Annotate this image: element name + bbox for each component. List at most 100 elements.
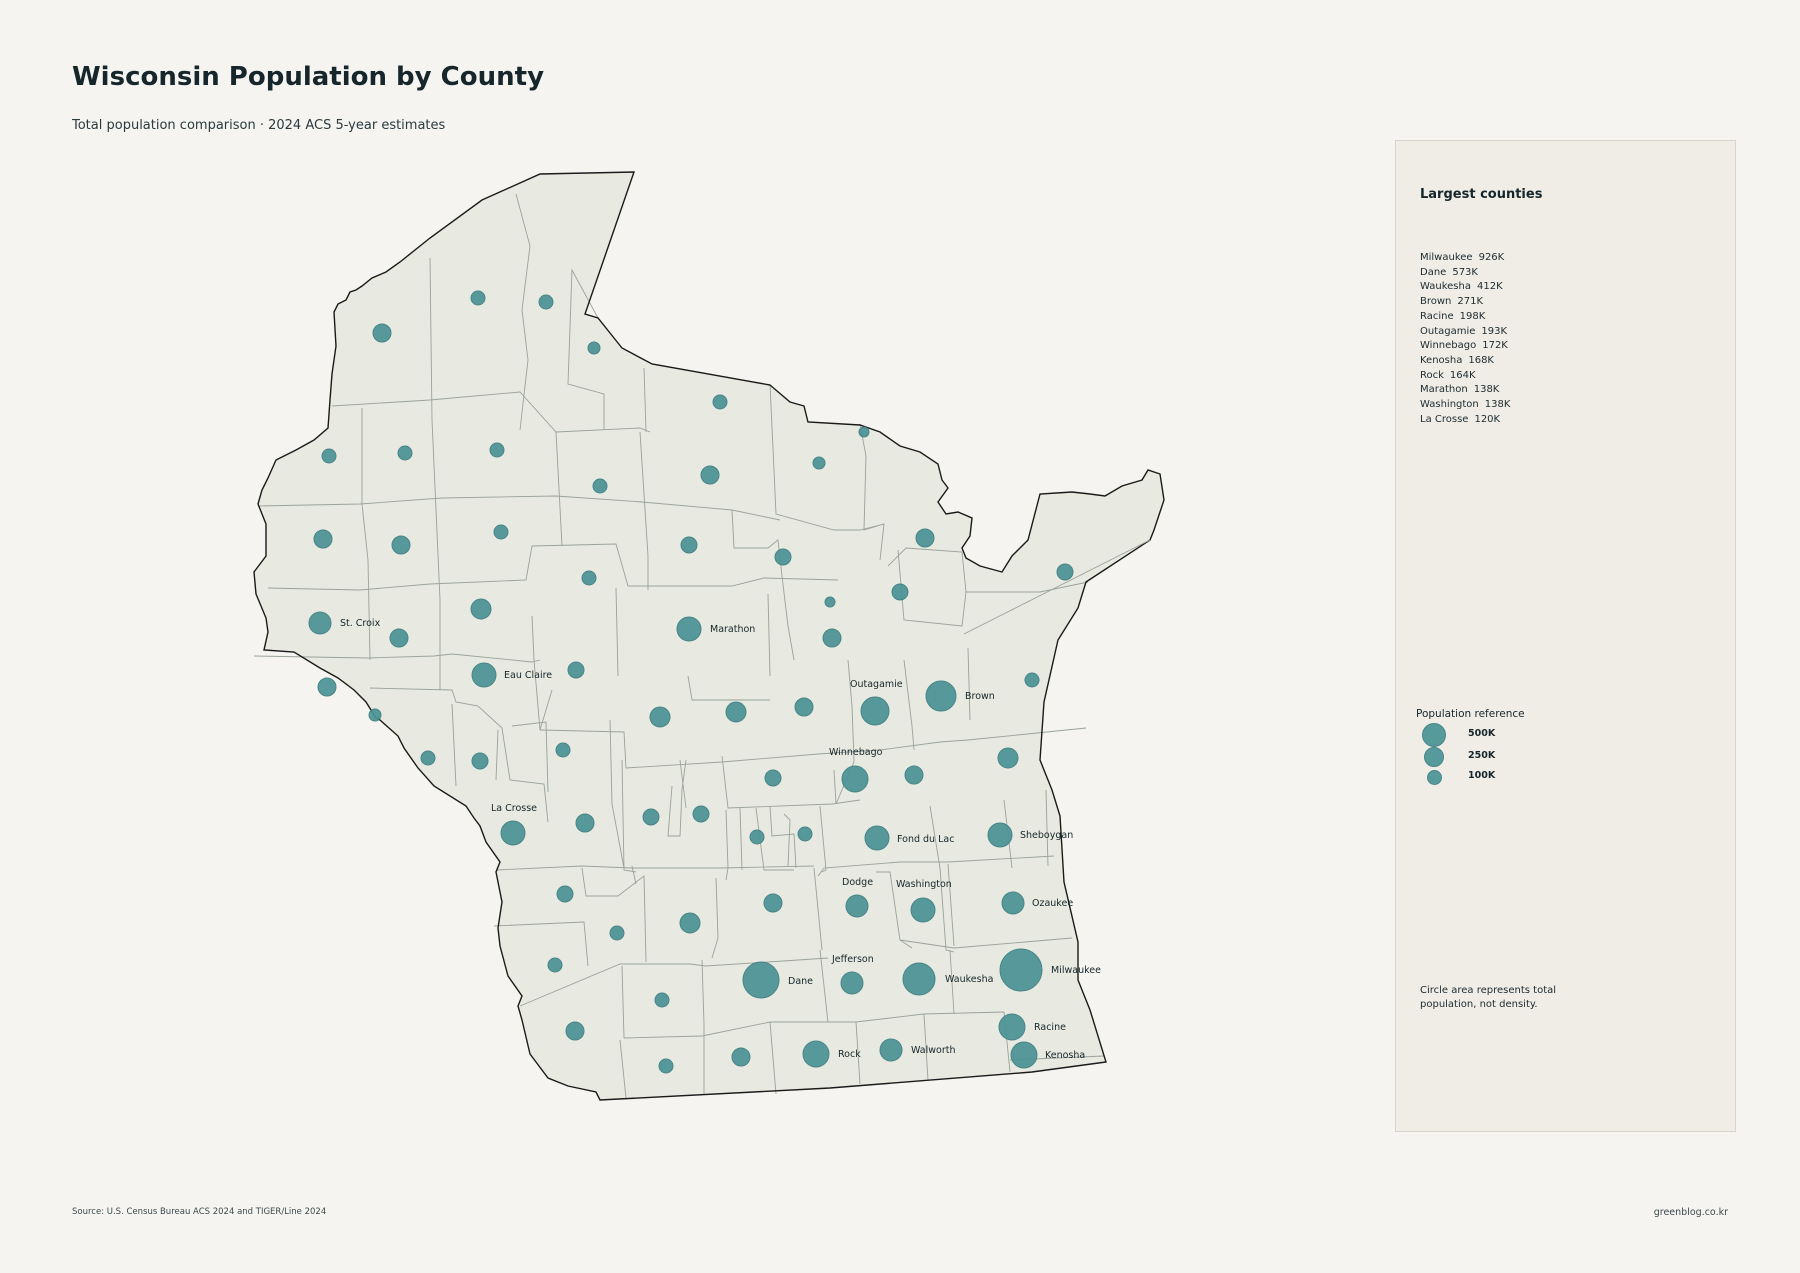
reference-label: 100K [1468, 770, 1496, 781]
county-bubble[interactable] [581, 570, 597, 586]
county-bubble[interactable] [372, 323, 392, 343]
county-bubble[interactable] [731, 1047, 751, 1067]
county-label: Fond du Lac [897, 834, 954, 845]
county-bubble[interactable] [556, 885, 574, 903]
county-bubble[interactable] [567, 661, 585, 679]
county-bubble[interactable] [368, 708, 382, 722]
reference-label: 250K [1468, 750, 1496, 761]
jefferson-bubble[interactable] [840, 971, 864, 995]
state-border [253, 171, 1165, 1101]
county-label: Racine [1034, 1022, 1066, 1033]
legend-note: Circle area represents total population,… [1420, 985, 1557, 1010]
county-bubble[interactable] [749, 829, 765, 845]
county-bubble[interactable] [658, 1058, 674, 1074]
county-bubble[interactable] [763, 893, 783, 913]
county-bubble[interactable] [654, 992, 670, 1008]
county-bubble[interactable] [493, 524, 509, 540]
county-bubble[interactable] [1024, 672, 1040, 688]
county-bubble[interactable] [470, 598, 492, 620]
county-bubble[interactable] [470, 290, 486, 306]
reference-title: Population reference [1416, 708, 1525, 720]
fond-du-lac-bubble[interactable] [864, 825, 890, 851]
county-bubble[interactable] [592, 478, 608, 494]
county-bubble[interactable] [1056, 563, 1074, 581]
waukesha-bubble[interactable] [902, 962, 936, 996]
county-bubble[interactable] [391, 535, 411, 555]
county-borders [253, 193, 1105, 1099]
county-label: Winnebago [829, 747, 883, 758]
list-item: Brown 271K [1420, 296, 1484, 308]
map-subtitle: Total population comparison · 2024 ACS 5… [72, 118, 446, 133]
dodge-bubble[interactable] [845, 894, 869, 918]
county-bubble[interactable] [680, 536, 698, 554]
county-bubble[interactable] [700, 465, 720, 485]
county-bubble[interactable] [997, 747, 1019, 769]
racine-bubble[interactable] [998, 1013, 1026, 1041]
county-label: Waukesha [945, 974, 993, 985]
county-bubble[interactable] [609, 925, 625, 941]
washington-bubble[interactable] [910, 897, 936, 923]
county-bubble[interactable] [891, 583, 909, 601]
county-bubble[interactable] [397, 445, 413, 461]
marathon-bubble[interactable] [676, 616, 702, 642]
county-bubble[interactable] [471, 752, 489, 770]
door-peninsula-line [963, 539, 1151, 635]
rock-bubble[interactable] [802, 1040, 830, 1068]
credit-link[interactable]: greenblog.co.kr [1653, 1207, 1728, 1218]
county-bubble[interactable] [858, 426, 870, 438]
county-bubble[interactable] [812, 456, 826, 470]
reference-bubble-250k [1424, 747, 1444, 767]
eau-claire-bubble[interactable] [471, 662, 497, 688]
list-item: Dane 573K [1420, 266, 1478, 278]
county-label: Dodge [842, 877, 873, 888]
county-bubble[interactable] [692, 805, 710, 823]
brown-bubble[interactable] [925, 680, 957, 712]
county-bubble[interactable] [489, 442, 505, 458]
walworth-bubble[interactable] [879, 1038, 903, 1062]
county-bubble[interactable] [824, 596, 836, 608]
county-bubble[interactable] [915, 528, 935, 548]
county-bubble[interactable] [587, 341, 601, 355]
county-label: Rock [838, 1049, 861, 1060]
county-bubble[interactable] [649, 706, 671, 728]
county-bubble[interactable] [794, 697, 814, 717]
county-bubble[interactable] [725, 701, 747, 723]
list-item: Waukesha 412K [1420, 281, 1503, 293]
county-bubble[interactable] [712, 394, 728, 410]
st-croix-bubble[interactable] [308, 611, 332, 635]
county-bubble[interactable] [321, 448, 337, 464]
county-label: Outagamie [850, 679, 903, 690]
map-title: Wisconsin Population by County [72, 62, 545, 92]
outagamie-bubble[interactable] [860, 696, 890, 726]
county-label: La Crosse [491, 803, 537, 814]
list-item: Outagamie 193K [1420, 325, 1508, 337]
dane-bubble[interactable] [742, 961, 780, 999]
county-bubble[interactable] [822, 628, 842, 648]
county-bubble[interactable] [575, 813, 595, 833]
wisconsin-county-map[interactable]: St. Croix Marathon Eau Claire Outagamie … [0, 0, 1395, 1180]
list-item: La Crosse 120K [1420, 413, 1501, 425]
milwaukee-bubble[interactable] [999, 948, 1043, 992]
county-label: Milwaukee [1051, 965, 1101, 976]
county-bubble[interactable] [555, 742, 571, 758]
county-bubble[interactable] [313, 529, 333, 549]
county-bubble[interactable] [420, 750, 436, 766]
county-bubble[interactable] [317, 677, 337, 697]
county-bubble[interactable] [642, 808, 660, 826]
county-bubble[interactable] [904, 765, 924, 785]
county-bubble[interactable] [565, 1021, 585, 1041]
sheboygan-bubble[interactable] [987, 822, 1013, 848]
county-label: Dane [788, 976, 813, 987]
county-bubble[interactable] [764, 769, 782, 787]
winnebago-bubble[interactable] [841, 765, 869, 793]
la-crosse-bubble[interactable] [500, 820, 526, 846]
county-bubble[interactable] [774, 548, 792, 566]
county-bubble[interactable] [679, 912, 701, 934]
ozaukee-bubble[interactable] [1001, 891, 1025, 915]
county-bubble[interactable] [389, 628, 409, 648]
county-label: Sheboygan [1020, 830, 1073, 841]
county-bubble[interactable] [797, 826, 813, 842]
county-bubble[interactable] [547, 957, 563, 973]
kenosha-bubble[interactable] [1010, 1041, 1038, 1069]
county-bubble[interactable] [538, 294, 554, 310]
